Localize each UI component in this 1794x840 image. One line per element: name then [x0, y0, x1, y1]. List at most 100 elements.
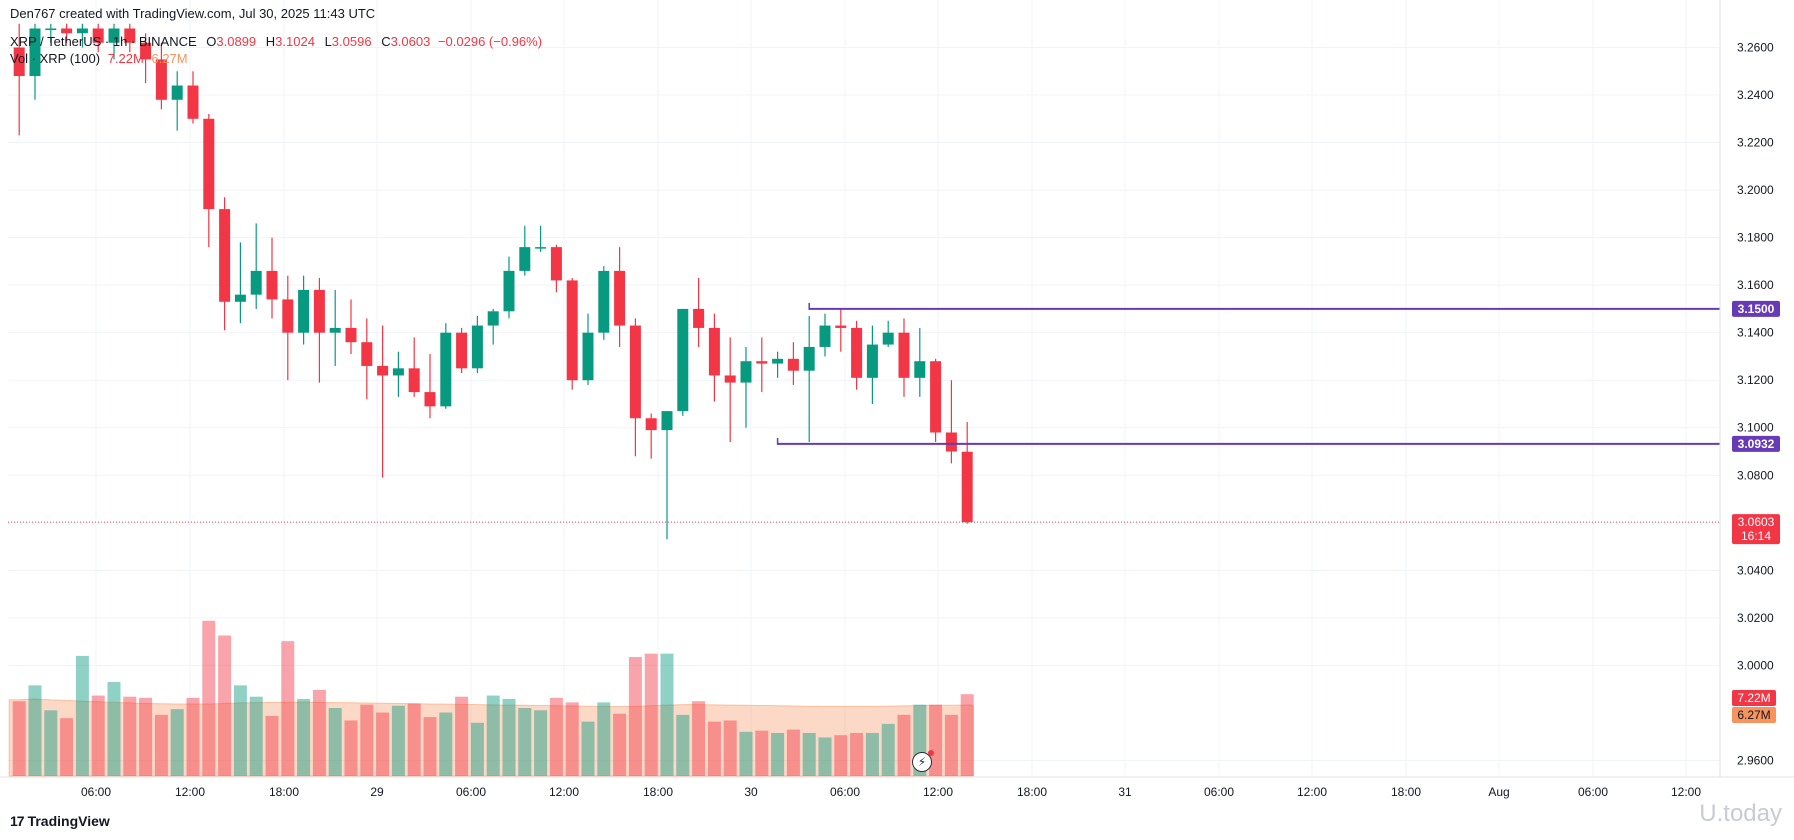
volume-bar	[60, 718, 74, 776]
candle	[819, 313, 831, 357]
chart-grid	[8, 0, 1720, 777]
candle-body	[645, 418, 657, 431]
y-tick-label: 3.2000	[1737, 183, 1774, 197]
volume-bar	[534, 710, 548, 776]
y-tick-label: 3.2600	[1737, 41, 1774, 55]
candle-body	[140, 42, 152, 60]
candle	[535, 225, 547, 252]
x-tick-label: 18:00	[643, 785, 673, 799]
close-value: 3.0603	[390, 34, 431, 49]
candle	[45, 23, 57, 43]
x-tick-label: 12:00	[923, 785, 953, 799]
volume-bar	[628, 657, 642, 776]
volume-bar	[154, 714, 168, 776]
volume-bar	[376, 712, 390, 776]
x-tick-label: 18:00	[1391, 785, 1421, 799]
y-tick-label: 3.2400	[1737, 88, 1774, 102]
candle	[13, 23, 25, 136]
last-price-badge	[1732, 514, 1780, 545]
candle	[61, 23, 73, 43]
low-value: 3.0596	[331, 34, 372, 49]
candle	[598, 266, 610, 340]
candle-body	[535, 247, 547, 249]
candle-body	[598, 270, 610, 333]
volume-bar	[186, 697, 200, 776]
volume-bar	[249, 696, 263, 776]
candle-body	[550, 247, 562, 281]
candle-body	[29, 28, 41, 77]
candle-body	[234, 294, 246, 302]
volume-bar	[470, 722, 484, 776]
level-price-label: 3.1500	[1738, 302, 1775, 316]
volume-bar	[233, 685, 247, 776]
candle	[645, 413, 657, 459]
tradingview-logo[interactable]: 17 TradingView	[10, 813, 110, 829]
volume-bar	[644, 653, 658, 776]
candle-body	[108, 28, 120, 43]
candle-body	[566, 280, 578, 381]
volume-value: 7.22M	[107, 51, 144, 66]
candle	[440, 323, 452, 409]
watermark: U.today	[1699, 800, 1782, 827]
candle	[930, 358, 942, 442]
candle-body	[298, 289, 310, 333]
candle	[882, 320, 894, 347]
candle-body	[377, 365, 389, 376]
candle	[503, 256, 515, 319]
y-tick-label: 3.0400	[1737, 563, 1774, 577]
candle-body	[219, 209, 231, 302]
volume-bar	[818, 737, 832, 776]
candle-body	[519, 247, 531, 271]
volume-bar	[75, 655, 89, 776]
volume-bar	[707, 721, 721, 776]
volume-label[interactable]: Vol · XRP (100)	[10, 51, 101, 66]
volume-bar	[660, 653, 674, 776]
candle	[92, 23, 104, 53]
candle-body	[961, 451, 973, 523]
volume-bar	[723, 720, 737, 776]
candle-body	[61, 28, 73, 34]
volume-bar	[297, 698, 311, 776]
volume-bar	[91, 695, 105, 776]
volume-bar	[439, 712, 453, 776]
candles-layer	[13, 23, 973, 540]
volume-bar	[739, 731, 753, 776]
candle	[866, 325, 878, 404]
tradingview-logo-icon: 17	[10, 813, 25, 829]
candle	[424, 354, 436, 419]
symbol-label[interactable]: XRP / TetherUS · 1h · BINANCE	[10, 34, 197, 49]
created-by-line: Den767 created with TradingView.com, Jul…	[10, 6, 376, 21]
candle-body	[819, 325, 831, 347]
candle	[124, 23, 136, 53]
x-tick-label: 06:00	[456, 785, 486, 799]
candle	[408, 337, 420, 397]
candle-body	[408, 368, 420, 393]
candle	[298, 275, 310, 345]
lightning-icon[interactable]: ⚡	[912, 750, 934, 772]
candle-body	[914, 361, 926, 378]
y-tick-label: 3.1200	[1737, 373, 1774, 387]
candle	[519, 225, 531, 276]
volume-bar	[502, 698, 516, 776]
volume-ma-value: 6.27M	[151, 51, 188, 66]
candle	[76, 23, 88, 48]
volume-badge	[1732, 690, 1776, 706]
volume-bar	[613, 713, 627, 776]
volume-bar	[265, 715, 279, 776]
volume-bar	[107, 681, 121, 776]
candle-body	[661, 411, 673, 431]
y-tick-label: 3.0200	[1737, 611, 1774, 625]
candle-body	[440, 332, 452, 407]
candle-body	[266, 270, 278, 300]
volume-bar	[850, 732, 864, 776]
candle-body	[835, 325, 847, 328]
volume-bar	[360, 704, 374, 776]
candle-body	[203, 118, 215, 210]
candle	[756, 337, 768, 393]
candle-body	[866, 344, 878, 378]
x-tick-label: 06:00	[1578, 785, 1608, 799]
candle	[329, 289, 341, 366]
axes-layer: 3.2600 3.2400 3.2200 3.2000 3.1800 3.1600 3.14…	[0, 0, 1794, 799]
